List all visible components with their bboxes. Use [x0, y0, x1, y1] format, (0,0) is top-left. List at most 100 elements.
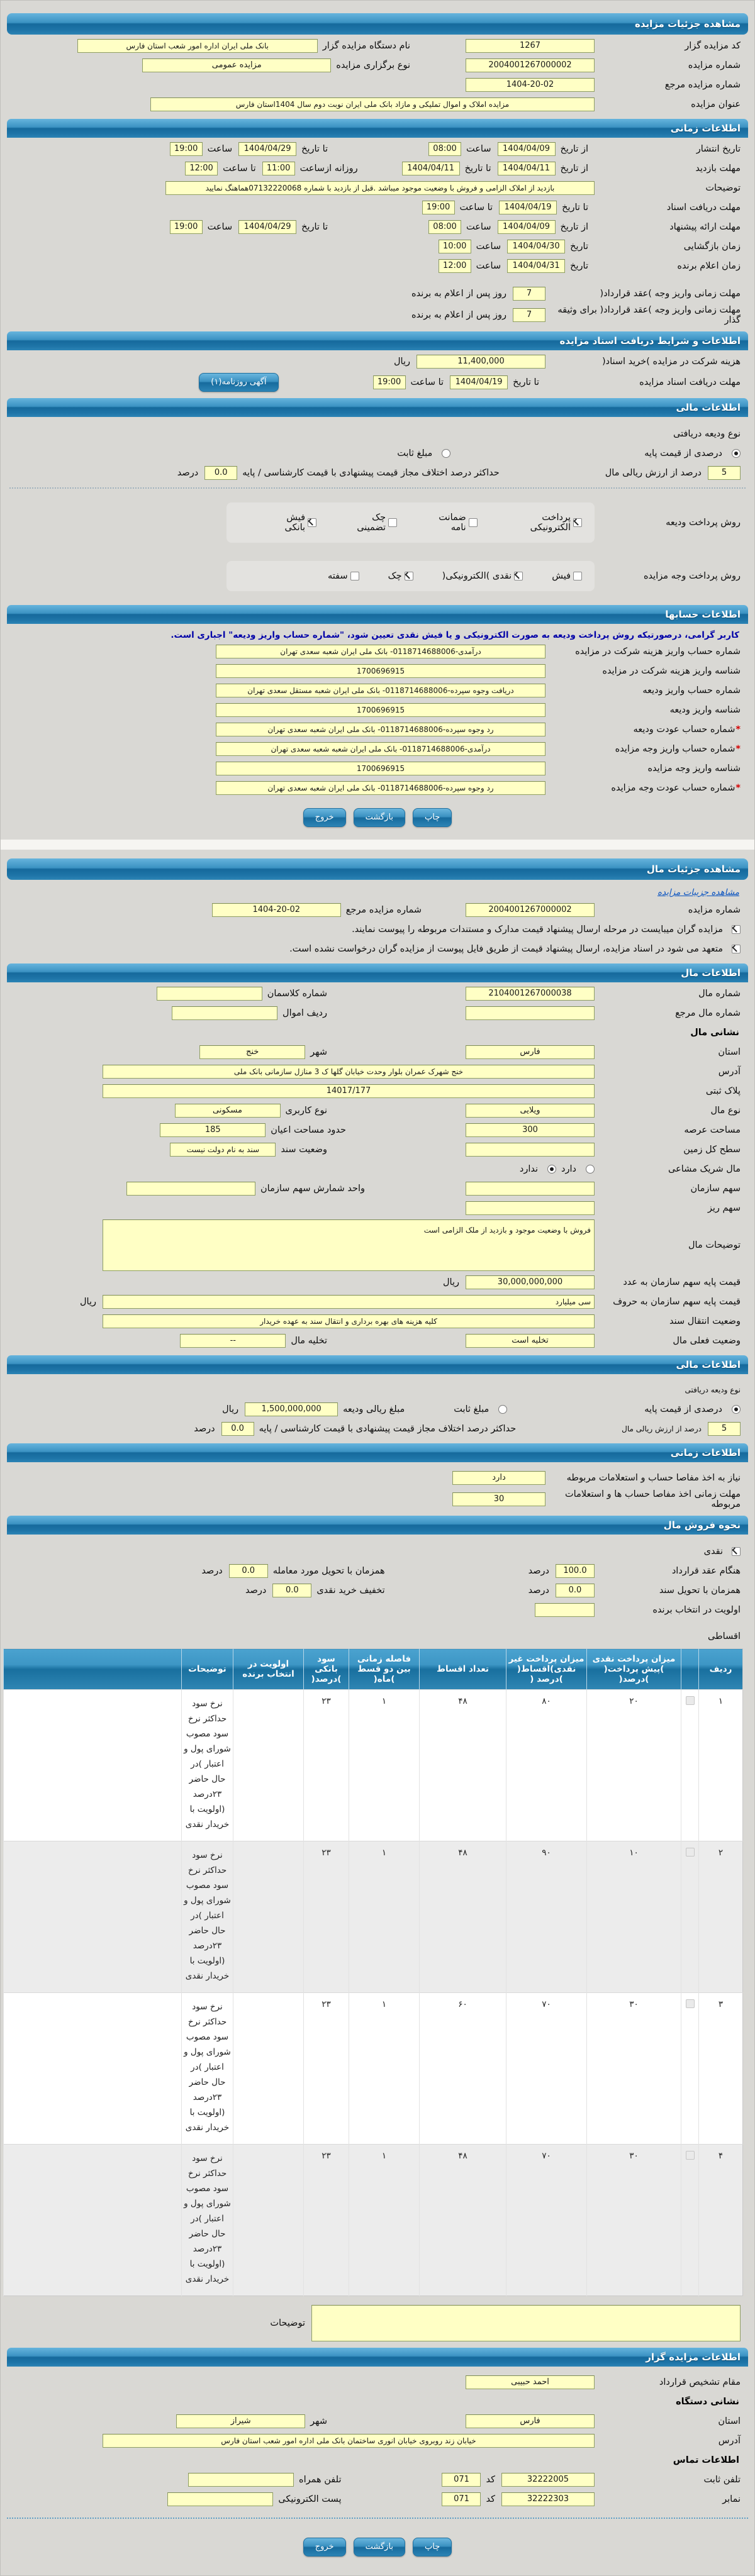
deposit-method-guarantee[interactable]: ضمانت نامه [426, 513, 478, 533]
sale-contract-field[interactable]: 100.0 [556, 1564, 595, 1578]
maxdiff-field[interactable]: 0.0 [204, 466, 238, 480]
attachment-required-checkbox[interactable] [732, 925, 741, 934]
publish-to-time-field[interactable]: 19:00 [169, 142, 203, 156]
asset-transfer-field[interactable]: کلیه هزینه های بهره برداری و انتقال سند … [103, 1314, 595, 1328]
phone-field[interactable]: 32222005 [501, 2473, 595, 2487]
asset-province-field[interactable]: فارس [466, 1045, 595, 1059]
account-field[interactable]: درآمدی-0118714688006- بانک ملی ایران شعب… [216, 645, 545, 658]
view-auction-details-link[interactable]: مشاهده جزییات مزایده [657, 887, 739, 897]
back-button[interactable]: بازگشت [353, 2538, 406, 2557]
timing-notes-field[interactable]: بازدید از املاک الزامی و فروش با وضعیت م… [165, 181, 595, 195]
fax-code-field[interactable]: 071 [442, 2492, 481, 2506]
auction-title-field[interactable]: مزایده املاک و اموال تملیکی و مازاد بانک… [150, 97, 595, 111]
bank-slip-checkbox[interactable] [308, 518, 317, 527]
clearance-days-field[interactable]: 30 [452, 1492, 545, 1506]
sale-delivery-field[interactable]: 0.0 [228, 1564, 268, 1578]
asset-city-field[interactable]: خنج [199, 1045, 306, 1059]
sale-priority-field[interactable] [535, 1603, 595, 1617]
guarantee-letter-checkbox[interactable] [468, 518, 478, 527]
pay-method-promissory[interactable]: سفته [328, 571, 359, 581]
asset-usage-field[interactable]: مسکونی [174, 1104, 281, 1118]
offer-to-date-field[interactable]: 1404/04/29 [238, 220, 297, 234]
promissory-note-checkbox[interactable] [350, 572, 359, 580]
pay-deadline-2-field[interactable]: 7 [513, 308, 545, 322]
asset-classman-field[interactable] [156, 987, 262, 1001]
docs-deadline2-time-field[interactable]: 19:00 [372, 375, 406, 389]
auction-ref-field[interactable]: 1404-20-02 [466, 78, 595, 92]
winner-date-field[interactable]: 1404/04/31 [507, 259, 566, 273]
visit-daily-from-field[interactable]: 11:00 [262, 162, 295, 175]
account-field[interactable]: 1700696915 [216, 664, 545, 678]
offer-to-time-field[interactable]: 19:00 [169, 220, 203, 234]
asset-building-field[interactable]: 185 [160, 1123, 266, 1137]
pay-deadline-1-field[interactable]: 7 [513, 287, 545, 301]
deposit-percent-field[interactable]: 5 [708, 466, 741, 480]
publisher-province-field[interactable]: فارس [466, 2414, 595, 2428]
opening-time-field[interactable]: 10:00 [438, 240, 471, 253]
slip-checkbox[interactable] [573, 572, 582, 580]
print-button[interactable]: چاپ [413, 808, 452, 827]
pay-method-slip[interactable]: فیش [552, 571, 582, 581]
account-field[interactable]: درآمدی-0118714688006- بانک ملی ایران شعب… [216, 742, 545, 756]
authority-field[interactable]: احمد حبیبی [466, 2375, 595, 2389]
asset-row-field[interactable] [172, 1006, 278, 1020]
asset-maxdiff-field[interactable]: 0.0 [221, 1422, 254, 1436]
account-field[interactable]: رد وجوه سپرده-0118714688006- بانک ملی ای… [216, 781, 545, 795]
row-select-box[interactable] [685, 1696, 695, 1705]
email-field[interactable] [167, 2492, 274, 2506]
asset-status-field[interactable]: تخلیه است [466, 1334, 595, 1348]
clearance-field[interactable]: دارد [452, 1471, 545, 1485]
publish-from-date-field[interactable]: 1404/04/09 [497, 142, 556, 156]
asset-plate-field[interactable]: 14017/177 [103, 1084, 595, 1098]
asset-share-field[interactable] [466, 1182, 595, 1196]
cash-sale-checkbox[interactable] [732, 1547, 741, 1556]
asset-deposit-fixed-radio[interactable] [498, 1405, 508, 1414]
publisher-address-field[interactable]: خیابان زند روبروی خیابان انوری ساختمان ب… [103, 2434, 595, 2448]
docs-deadline2-date-field[interactable]: 1404/04/19 [450, 375, 508, 389]
cash-electronic-checkbox[interactable] [514, 572, 523, 580]
asset-evacuation-field[interactable]: -- [180, 1334, 286, 1348]
offer-from-date-field[interactable]: 1404/04/09 [497, 220, 556, 234]
auction-org-field[interactable]: بانک ملی ایران اداره امور شعب استان فارس [77, 39, 318, 53]
pay-method-cash[interactable]: نقدی )الکترونیکی( [442, 571, 523, 581]
docs-deadline-time-field[interactable]: 19:00 [422, 201, 455, 214]
row-select-box[interactable] [685, 2151, 695, 2160]
auction-number-field[interactable]: 2004001267000002 [466, 58, 595, 72]
pay-method-cheque[interactable]: چک [388, 571, 413, 581]
exit-button[interactable]: خروج [303, 808, 346, 827]
auction-code-field[interactable]: 1267 [466, 39, 595, 53]
docs-deadline-date-field[interactable]: 1404/04/19 [499, 201, 557, 214]
publish-to-date-field[interactable]: 1404/04/29 [238, 142, 297, 156]
cheque-checkbox[interactable] [404, 572, 413, 580]
asset-base-price-field[interactable]: 30,000,000,000 [466, 1275, 595, 1289]
asset-type-field[interactable]: ویلایی [466, 1104, 595, 1118]
no-file-required-checkbox[interactable] [732, 945, 741, 953]
deposit-method-cheque[interactable]: چک تضمینی [345, 513, 398, 533]
row-select-box[interactable] [685, 1848, 695, 1857]
asset-area-field[interactable]: 300 [466, 1123, 595, 1137]
deposit-percent-radio[interactable] [732, 449, 741, 458]
deposit-method-electronic[interactable]: پرداخت الکترونیکی [506, 513, 582, 533]
asset-deed-field[interactable]: سند به نام دولت نیست [170, 1143, 276, 1157]
offer-from-time-field[interactable]: 08:00 [428, 220, 462, 234]
print-button[interactable]: چاپ [413, 2538, 452, 2557]
asset-ref-field[interactable] [466, 1006, 595, 1020]
visit-from-date-field[interactable]: 1404/04/11 [497, 162, 556, 175]
visit-to-date-field[interactable]: 1404/04/11 [401, 162, 460, 175]
account-field[interactable]: دریافت وجوه سپرده-0118714688006- بانک مل… [216, 684, 545, 697]
deposit-method-slip[interactable]: فیش بانکی [268, 513, 317, 533]
asset-land-field[interactable] [466, 1143, 595, 1157]
winner-time-field[interactable]: 12:00 [438, 259, 471, 273]
asset-auction-ref-field[interactable]: 1404-20-02 [211, 903, 341, 917]
fax-field[interactable]: 32222303 [501, 2492, 595, 2506]
newspaper-ad-button[interactable]: آگهی روزنامه(۱) [199, 373, 279, 392]
asset-address-field[interactable]: خنج شهرک عمران بلوار وحدت خیابان گلها ک … [103, 1065, 595, 1079]
account-field[interactable]: 1700696915 [216, 703, 545, 717]
sale-deed-field[interactable]: 0.0 [556, 1584, 595, 1597]
asset-auction-number-field[interactable]: 2004001267000002 [466, 903, 595, 917]
opening-date-field[interactable]: 1404/04/30 [507, 240, 566, 253]
exit-button[interactable]: خروج [303, 2538, 346, 2557]
asset-base-price-words-field[interactable]: سی میلیارد [103, 1295, 595, 1309]
account-field[interactable]: رد وجوه سپرده-0118714688006- بانک ملی ای… [216, 723, 545, 736]
asset-notes-field[interactable]: فروش با وضعیت موجود و بازدید از ملک الزا… [103, 1219, 595, 1271]
